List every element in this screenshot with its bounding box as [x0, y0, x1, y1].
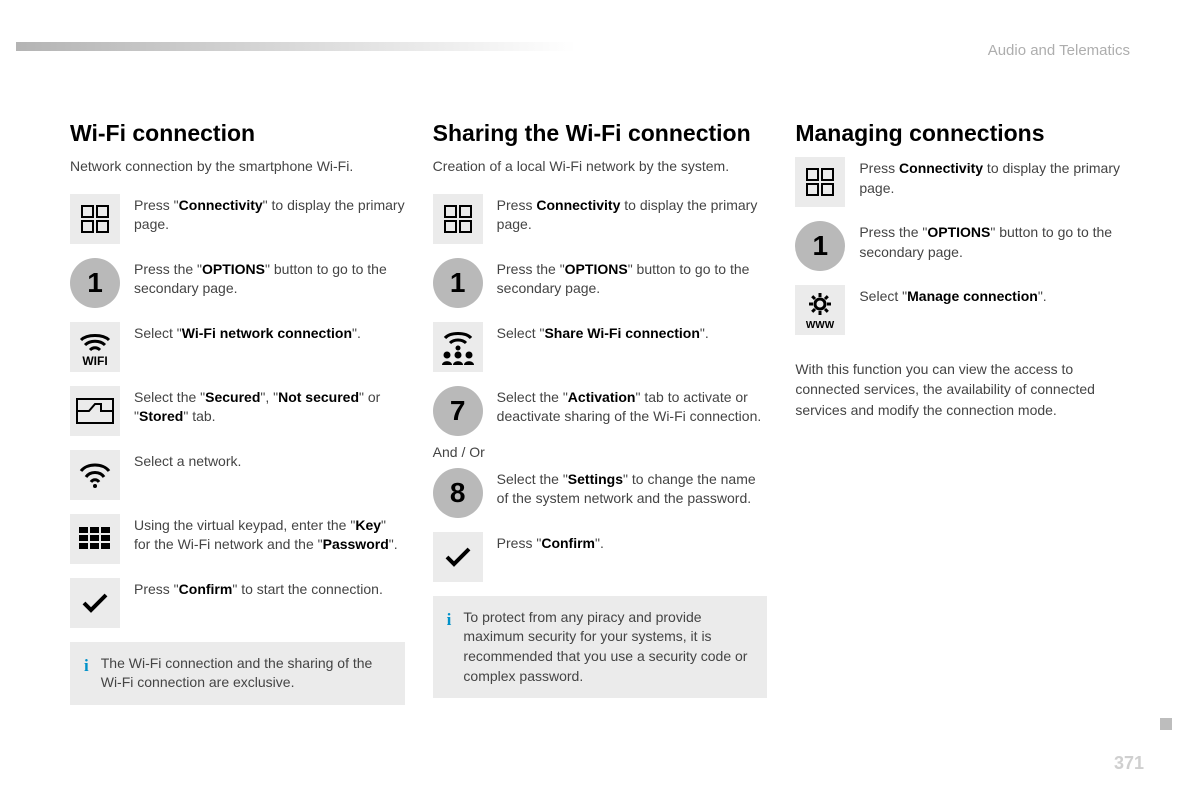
step: Select "Share Wi-Fi connection". [433, 322, 768, 372]
step: Press Connectivity to display the primar… [433, 194, 768, 244]
step: 1 Press the "OPTIONS" button to go to th… [433, 258, 768, 308]
step-text: Press "Confirm" to start the connection. [134, 578, 383, 600]
step: 1 Press the "OPTIONS" button to go to th… [795, 221, 1130, 271]
top-gradient-bar [16, 42, 576, 51]
info-icon: i [84, 654, 89, 693]
step: Press "Confirm". [433, 532, 768, 582]
step-text: Select the "Settings" to change the name… [497, 468, 768, 509]
step-text: Select "Wi-Fi network connection". [134, 322, 361, 344]
step: WIFI Select "Wi-Fi network connection". [70, 322, 405, 372]
step-text: Select a network. [134, 450, 241, 472]
wifi-share-icon [433, 322, 483, 372]
step-text: Select "Share Wi-Fi connection". [497, 322, 709, 344]
step-text: Select "Manage connection". [859, 285, 1046, 307]
step: Press Connectivity to display the primar… [795, 157, 1130, 207]
wifi-word-icon: WIFI [70, 322, 120, 372]
step-text: Press Connectivity to display the primar… [859, 157, 1130, 198]
step: 8 Select the "Settings" to change the na… [433, 468, 768, 518]
grid-icon [433, 194, 483, 244]
info-note: i To protect from any piracy and provide… [433, 596, 768, 698]
gear-www-icon: WWW [795, 285, 845, 335]
grid-icon [795, 157, 845, 207]
col1-subtitle: Network connection by the smartphone Wi-… [70, 157, 405, 176]
column-sharing-wifi: Sharing the Wi-Fi connection Creation of… [433, 120, 768, 705]
step-text: Press "Connectivity" to display the prim… [134, 194, 405, 235]
number-1-icon: 1 [70, 258, 120, 308]
step-text: Press Connectivity to display the primar… [497, 194, 768, 235]
svg-text:WWW: WWW [806, 320, 835, 331]
step: 1 Press the "OPTIONS" button to go to th… [70, 258, 405, 308]
column-wifi-connection: Wi-Fi connection Network connection by t… [70, 120, 405, 705]
step-text: Select the "Activation" tab to activate … [497, 386, 768, 427]
step: Select the "Secured", "Not secured" or "… [70, 386, 405, 436]
step-text: Press the "OPTIONS" button to go to the … [497, 258, 768, 299]
corner-mark [1160, 718, 1172, 730]
step-text: Press the "OPTIONS" button to go to the … [859, 221, 1130, 262]
step-text: Using the virtual keypad, enter the "Key… [134, 514, 405, 555]
note-text: To protect from any piracy and provide m… [463, 608, 753, 686]
step: Select a network. [70, 450, 405, 500]
and-or-label: And / Or [433, 444, 768, 460]
step: 7 Select the "Activation" tab to activat… [433, 386, 768, 436]
column-managing-connections: Managing connections Press Connectivity … [795, 120, 1130, 705]
check-icon [433, 532, 483, 582]
col2-subtitle: Creation of a local Wi-Fi network by the… [433, 157, 768, 176]
col2-title: Sharing the Wi-Fi connection [433, 120, 768, 147]
number-1-icon: 1 [795, 221, 845, 271]
tab-icon [70, 386, 120, 436]
col3-body: With this function you can view the acce… [795, 359, 1130, 420]
page-content: Wi-Fi connection Network connection by t… [70, 120, 1130, 705]
number-7-icon: 7 [433, 386, 483, 436]
info-icon: i [447, 608, 452, 686]
keypad-icon [70, 514, 120, 564]
col3-title: Managing connections [795, 120, 1130, 147]
page-number: 371 [1114, 753, 1144, 774]
step-text: Press "Confirm". [497, 532, 604, 554]
info-note: i The Wi-Fi connection and the sharing o… [70, 642, 405, 705]
check-icon [70, 578, 120, 628]
step-text: Press the "OPTIONS" button to go to the … [134, 258, 405, 299]
grid-icon [70, 194, 120, 244]
wifi-icon [70, 450, 120, 500]
svg-text:WIFI: WIFI [82, 354, 107, 368]
step: Press "Confirm" to start the connection. [70, 578, 405, 628]
col1-title: Wi-Fi connection [70, 120, 405, 147]
number-1-icon: 1 [433, 258, 483, 308]
step: Press "Connectivity" to display the prim… [70, 194, 405, 244]
note-text: The Wi-Fi connection and the sharing of … [101, 654, 391, 693]
number-8-icon: 8 [433, 468, 483, 518]
step: WWW Select "Manage connection". [795, 285, 1130, 335]
header-section-label: Audio and Telematics [988, 42, 1130, 59]
step: Using the virtual keypad, enter the "Key… [70, 514, 405, 564]
step-text: Select the "Secured", "Not secured" or "… [134, 386, 405, 427]
